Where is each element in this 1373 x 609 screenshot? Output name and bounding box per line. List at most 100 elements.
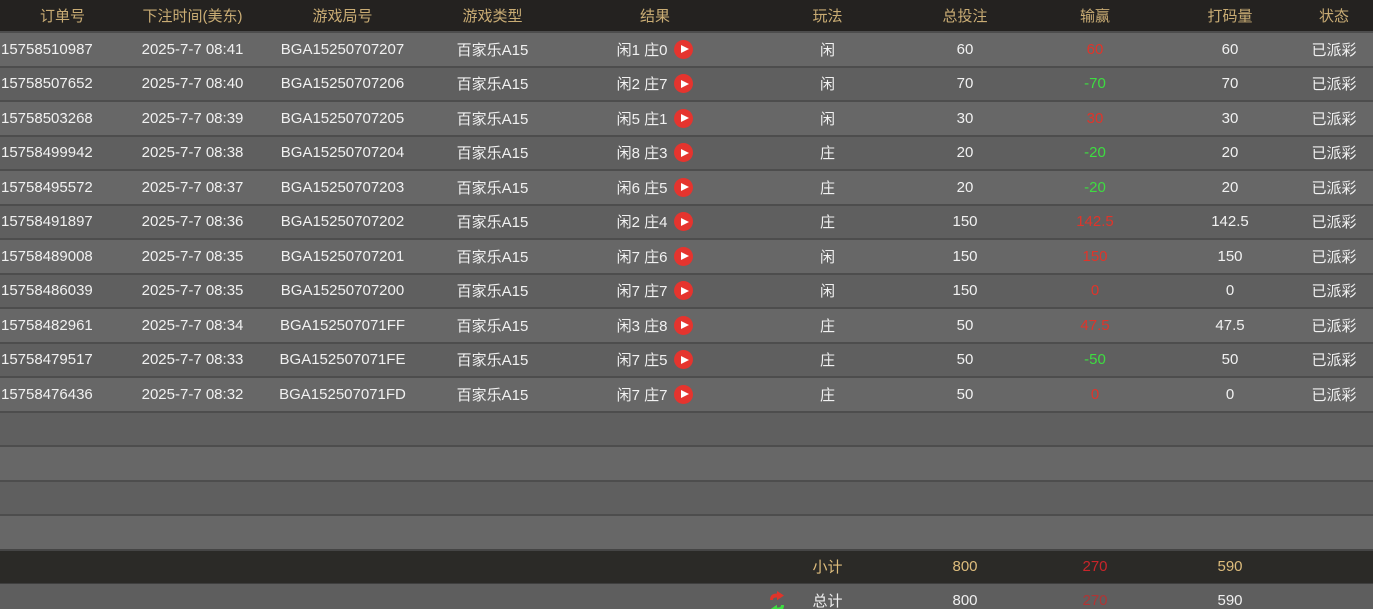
cell-turnover: 20	[1221, 178, 1239, 196]
cell-total-bet: 50	[956, 385, 974, 403]
total-total-bet: 800	[952, 592, 978, 609]
cell-game-type: 百家乐A15	[456, 41, 529, 59]
cell-round-id: BGA15250707201	[280, 247, 405, 265]
cell-status: 已派彩	[1311, 110, 1357, 128]
cell-win-loss: -70	[1084, 75, 1106, 93]
play-icon[interactable]	[674, 39, 694, 59]
play-icon[interactable]	[674, 281, 694, 301]
table-row: 15758491897 2025-7-7 08:36 BGA1525070720…	[0, 203, 1373, 239]
cell-round-id: BGA15250707207	[280, 40, 405, 58]
cell-status: 已派彩	[1311, 283, 1357, 301]
table-row: 15758499942 2025-7-7 08:38 BGA1525070720…	[0, 134, 1373, 169]
play-icon[interactable]	[674, 384, 694, 404]
cell-play: 庄	[819, 352, 835, 370]
play-icon[interactable]	[674, 315, 694, 335]
cell-round-id: BGA15250707206	[280, 75, 405, 93]
cell-status: 已派彩	[1311, 214, 1357, 232]
cell-bet-time: 2025-7-7 08:35	[141, 282, 244, 300]
cell-play: 闲	[819, 41, 835, 59]
cell-bet-time: 2025-7-7 08:35	[141, 247, 244, 265]
table-row: 15758479517 2025-7-7 08:33 BGA152507071F…	[0, 341, 1373, 377]
column-header-total-bet: 总投注	[942, 8, 988, 25]
cell-turnover: 60	[1221, 40, 1239, 58]
cell-turnover: 30	[1221, 109, 1239, 127]
total-turnover: 590	[1217, 592, 1243, 609]
cell-round-id: BGA15250707205	[280, 109, 405, 127]
table-row: 15758486039 2025-7-7 08:35 BGA1525070720…	[0, 272, 1373, 307]
cell-win-loss: -50	[1084, 351, 1106, 369]
cell-round-id: BGA152507071FE	[279, 351, 406, 369]
total-row: 总计 800 270 590	[0, 583, 1373, 609]
cell-status: 已派彩	[1311, 145, 1357, 163]
result-text: 闲7 庄7	[616, 386, 668, 404]
result-text: 闲2 庄7	[616, 76, 668, 94]
cell-play: 庄	[819, 145, 835, 163]
play-icon[interactable]	[674, 143, 694, 163]
cell-result: 闲2 庄4	[560, 206, 750, 239]
cell-status: 已派彩	[1311, 317, 1357, 335]
column-header-round-id: 游戏局号	[312, 8, 373, 25]
column-header-result: 结果	[639, 8, 670, 25]
cell-turnover: 70	[1221, 75, 1239, 93]
subtotal-win-loss: 270	[1082, 558, 1108, 576]
cell-turnover: 0	[1225, 282, 1235, 300]
column-header-win-loss: 输赢	[1079, 8, 1110, 25]
column-header-game-type: 游戏类型	[462, 8, 523, 25]
swap-icon[interactable]	[766, 590, 788, 609]
cell-status: 已派彩	[1311, 76, 1357, 94]
cell-play: 庄	[819, 214, 835, 232]
cell-order-id: 15758503268	[1, 109, 93, 127]
cell-bet-time: 2025-7-7 08:38	[141, 144, 244, 162]
empty-row	[0, 514, 1373, 549]
cell-turnover: 20	[1221, 144, 1239, 162]
cell-bet-time: 2025-7-7 08:40	[141, 75, 244, 93]
result-text: 闲7 庄7	[616, 283, 668, 301]
cell-result: 闲3 庄8	[560, 309, 750, 342]
result-text: 闲3 庄8	[616, 317, 668, 335]
total-win-loss: 270	[1082, 592, 1108, 609]
cell-result: 闲7 庄5	[560, 344, 750, 377]
cell-status: 已派彩	[1311, 179, 1357, 197]
play-icon[interactable]	[674, 350, 694, 370]
cell-result: 闲5 庄1	[560, 102, 750, 135]
play-icon[interactable]	[674, 246, 694, 266]
column-header-turnover: 打码量	[1207, 8, 1253, 25]
cell-game-type: 百家乐A15	[456, 110, 529, 128]
cell-bet-time: 2025-7-7 08:32	[141, 385, 244, 403]
cell-total-bet: 60	[956, 40, 974, 58]
cell-total-bet: 150	[952, 213, 978, 231]
cell-total-bet: 150	[952, 282, 978, 300]
cell-win-loss: 0	[1090, 282, 1100, 300]
table-row: 15758495572 2025-7-7 08:37 BGA1525070720…	[0, 169, 1373, 204]
table-body: 15758510987 2025-7-7 08:41 BGA1525070720…	[0, 31, 1373, 411]
cell-order-id: 15758489008	[1, 247, 93, 265]
result-text: 闲2 庄4	[616, 214, 668, 232]
cell-turnover: 47.5	[1215, 316, 1245, 334]
cell-play: 闲	[819, 110, 835, 128]
cell-game-type: 百家乐A15	[456, 214, 529, 232]
play-icon[interactable]	[674, 177, 694, 197]
cell-total-bet: 20	[956, 178, 974, 196]
play-icon[interactable]	[674, 108, 694, 128]
cell-order-id: 15758499942	[1, 144, 93, 162]
cell-status: 已派彩	[1311, 41, 1357, 59]
cell-game-type: 百家乐A15	[456, 145, 529, 163]
cell-status: 已派彩	[1311, 352, 1357, 370]
table-row: 15758510987 2025-7-7 08:41 BGA1525070720…	[0, 31, 1373, 66]
play-icon[interactable]	[674, 212, 694, 232]
cell-bet-time: 2025-7-7 08:36	[141, 213, 244, 231]
table-row: 15758489008 2025-7-7 08:35 BGA1525070720…	[0, 238, 1373, 273]
subtotal-spacer	[0, 551, 750, 584]
empty-row	[0, 479, 1373, 514]
cell-play: 庄	[819, 386, 835, 404]
play-icon[interactable]	[674, 74, 694, 94]
table-row: 15758503268 2025-7-7 08:39 BGA1525070720…	[0, 100, 1373, 135]
cell-round-id: BGA152507071FF	[279, 316, 406, 334]
cell-game-type: 百家乐A15	[456, 76, 529, 94]
cell-total-bet: 150	[952, 247, 978, 265]
cell-win-loss: 30	[1086, 109, 1104, 127]
cell-win-loss: -20	[1084, 144, 1106, 162]
cell-game-type: 百家乐A15	[456, 248, 529, 266]
cell-win-loss: 60	[1086, 40, 1104, 58]
